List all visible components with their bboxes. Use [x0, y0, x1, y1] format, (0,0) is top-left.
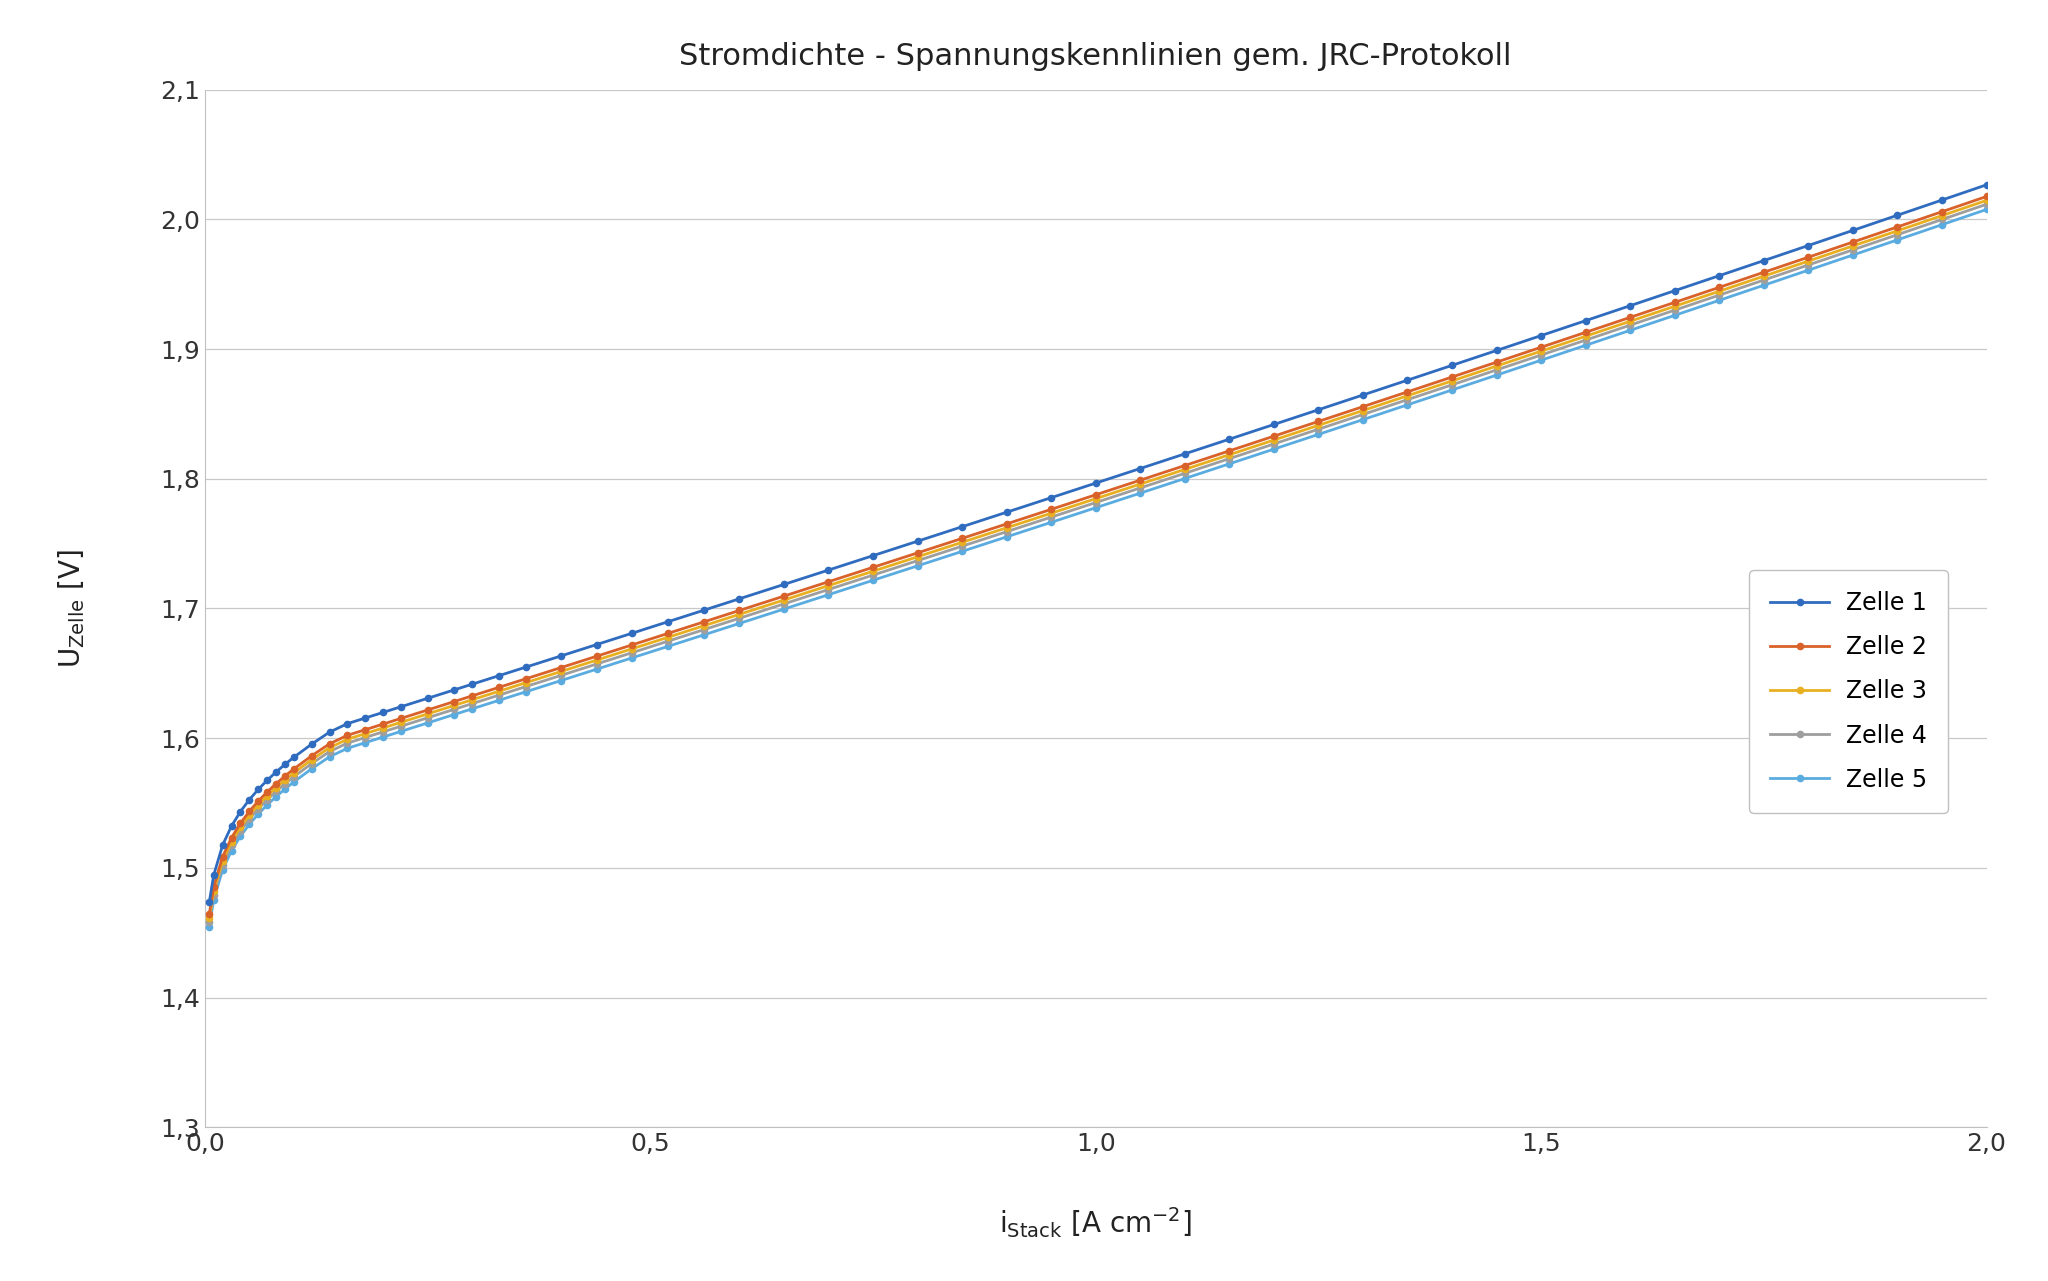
Zelle 3	[905, 550, 930, 565]
Zelle 2	[1128, 473, 1153, 488]
Zelle 1	[1974, 177, 1999, 192]
Zelle 3	[487, 684, 512, 699]
Zelle 2	[487, 680, 512, 696]
Zelle 4	[1128, 480, 1153, 496]
Zelle 1	[487, 669, 512, 684]
Zelle 5	[1128, 485, 1153, 501]
Text: i$_\mathregular{Stack}$ [A cm$^{-2}$]: i$_\mathregular{Stack}$ [A cm$^{-2}$]	[999, 1205, 1192, 1240]
Zelle 2	[905, 546, 930, 561]
Zelle 5	[197, 920, 221, 935]
Zelle 5	[1038, 515, 1063, 530]
Zelle 1	[201, 867, 225, 883]
Line: Zelle 2: Zelle 2	[205, 192, 1991, 917]
Zelle 1	[197, 894, 221, 910]
Zelle 5	[1974, 202, 1999, 218]
Zelle 4	[905, 553, 930, 569]
Zelle 1	[1038, 491, 1063, 506]
Zelle 5	[1395, 397, 1419, 412]
Zelle 4	[197, 915, 221, 930]
Line: Zelle 5: Zelle 5	[205, 206, 1991, 931]
Zelle 2	[201, 879, 225, 894]
Legend: Zelle 1, Zelle 2, Zelle 3, Zelle 4, Zelle 5: Zelle 1, Zelle 2, Zelle 3, Zelle 4, Zell…	[1749, 570, 1948, 813]
Zelle 1	[1395, 373, 1419, 388]
Zelle 2	[197, 906, 221, 921]
Title: Stromdichte - Spannungskennlinien gem. JRC-Protokoll: Stromdichte - Spannungskennlinien gem. J…	[680, 42, 1511, 70]
Zelle 3	[1128, 477, 1153, 492]
Zelle 2	[1974, 188, 1999, 204]
Zelle 2	[1395, 384, 1419, 400]
Zelle 3	[1038, 506, 1063, 521]
Zelle 5	[487, 693, 512, 708]
Zelle 5	[201, 892, 225, 907]
Zelle 4	[201, 886, 225, 902]
Line: Zelle 3: Zelle 3	[205, 196, 1991, 921]
Zelle 5	[905, 559, 930, 574]
Zelle 4	[1038, 510, 1063, 525]
Zelle 1	[1128, 461, 1153, 477]
Zelle 4	[487, 688, 512, 703]
Zelle 3	[1974, 192, 1999, 208]
Line: Zelle 4: Zelle 4	[205, 200, 1991, 926]
Zelle 3	[1395, 388, 1419, 404]
Zelle 4	[1395, 392, 1419, 407]
Text: U$_\mathregular{Zelle}$ [V]: U$_\mathregular{Zelle}$ [V]	[55, 550, 86, 667]
Line: Zelle 1: Zelle 1	[205, 181, 1991, 906]
Zelle 1	[905, 534, 930, 550]
Zelle 4	[1974, 196, 1999, 211]
Zelle 3	[201, 883, 225, 898]
Zelle 2	[1038, 502, 1063, 518]
Zelle 3	[197, 911, 221, 926]
